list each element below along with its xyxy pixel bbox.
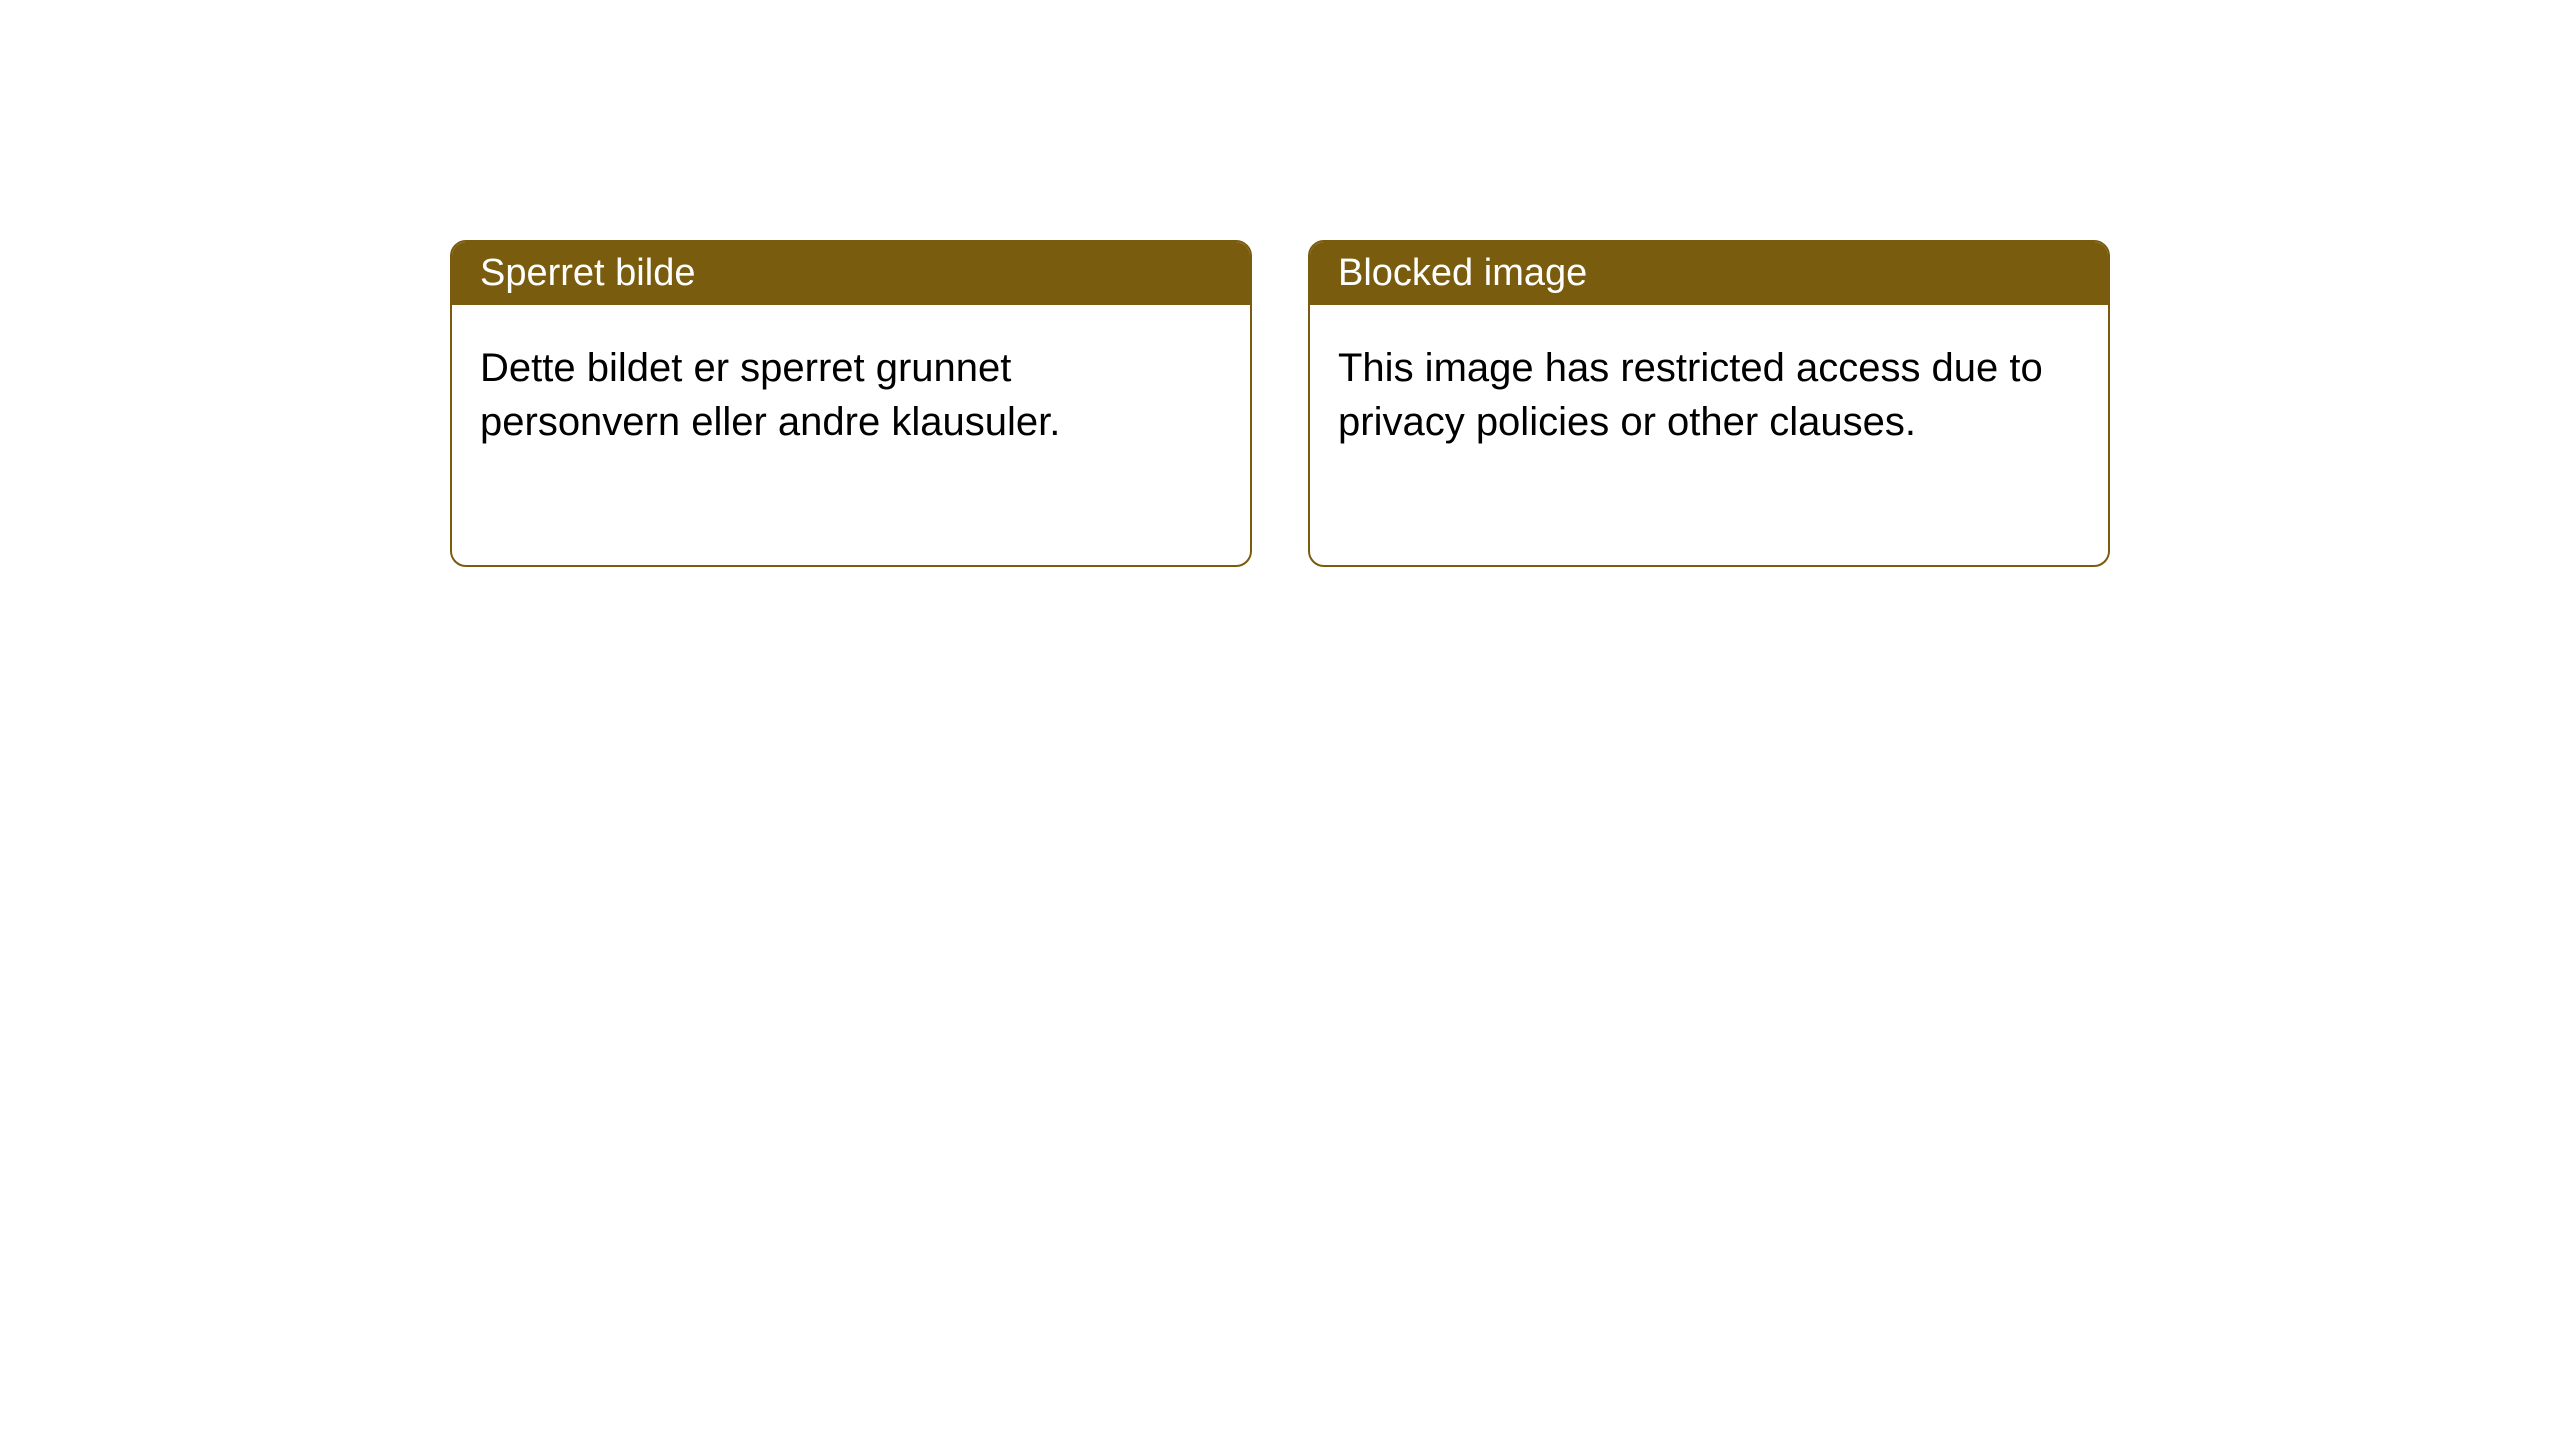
card-body-norwegian: Dette bildet er sperret grunnet personve…	[452, 305, 1250, 565]
card-header-english: Blocked image	[1310, 242, 2108, 305]
card-body-english: This image has restricted access due to …	[1310, 305, 2108, 565]
blocked-image-card-english: Blocked image This image has restricted …	[1308, 240, 2110, 567]
blocked-image-card-norwegian: Sperret bilde Dette bildet er sperret gr…	[450, 240, 1252, 567]
notice-cards-container: Sperret bilde Dette bildet er sperret gr…	[0, 0, 2560, 567]
card-header-norwegian: Sperret bilde	[452, 242, 1250, 305]
